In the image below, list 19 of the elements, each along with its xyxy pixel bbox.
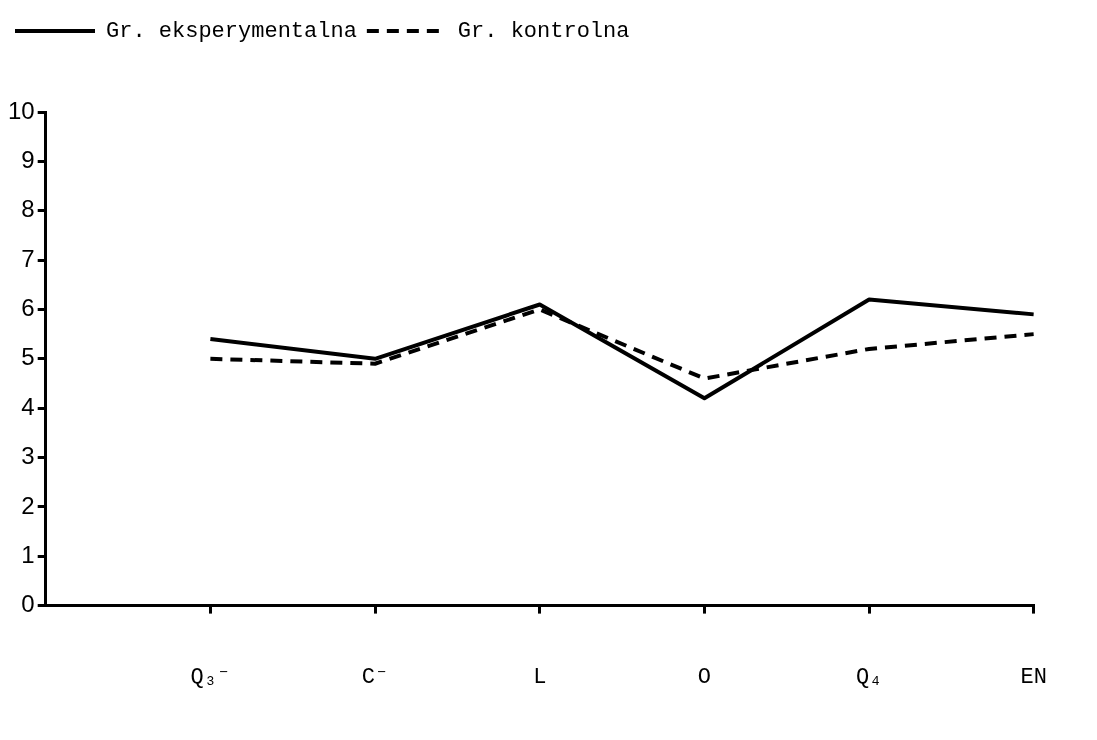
y-tick-label: 2 (21, 491, 35, 519)
x-tick-label: O (697, 664, 712, 690)
legend-label: Gr. eksperymentalna (106, 18, 357, 44)
y-tick-label: 5 (21, 343, 35, 371)
y-tick-label: 4 (21, 392, 35, 420)
x-tick-label: Q₃⁻ (190, 664, 231, 690)
y-tick-label: 10 (7, 96, 35, 124)
y-tick-label: 6 (21, 294, 35, 322)
x-tick-label: EN (1020, 664, 1047, 690)
y-tick-label: 7 (21, 244, 35, 272)
y-tick-label: 0 (21, 590, 35, 618)
legend-label: Gr. kontrolna (457, 18, 630, 44)
x-tick-label: C⁻ (361, 664, 389, 690)
y-tick-label: 8 (21, 195, 35, 223)
x-tick-label: Q₄ (855, 664, 883, 690)
y-tick-label: 1 (21, 540, 35, 568)
y-tick-label: 3 (21, 442, 35, 470)
x-tick-label: L (533, 664, 547, 690)
y-tick-label: 9 (21, 145, 35, 173)
